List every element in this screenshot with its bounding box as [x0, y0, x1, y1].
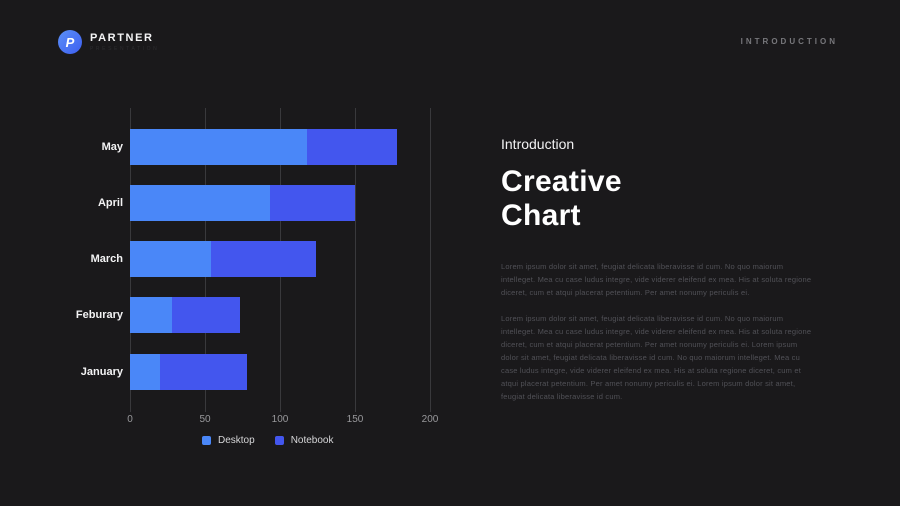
section-kicker: Introduction	[501, 136, 575, 152]
x-tick-label-200: 200	[421, 414, 439, 425]
page-section-label: INTRODUCTION	[740, 37, 838, 46]
category-label-april: April	[97, 196, 123, 209]
bar-chart-plot: May April March Feburary January	[76, 108, 431, 412]
bar-segment-notebook-march	[211, 241, 316, 277]
category-label-feburary: Feburary	[75, 309, 123, 322]
legend-swatch-notebook	[274, 436, 284, 445]
body-text: Lorem ipsum dolor sit amet, feugiat deli…	[501, 260, 813, 403]
bar-row-may: May	[102, 128, 430, 165]
bar-row-feburary: Feburary	[76, 297, 430, 334]
category-label-january: January	[80, 365, 123, 378]
slide-title-line1: Creative	[501, 165, 622, 198]
gridline-200	[430, 108, 431, 412]
bar-segment-desktop-january	[130, 353, 160, 390]
x-tick-label-150: 150	[346, 414, 364, 425]
logo-icon: P	[58, 30, 82, 54]
bar-segment-notebook-feburary	[172, 297, 240, 334]
legend-label-notebook: Notebook	[290, 435, 334, 446]
x-tick-label-50: 50	[199, 414, 211, 425]
bar-segment-notebook-january	[160, 353, 247, 390]
category-label-march: March	[90, 253, 123, 265]
text-column: Introduction Creative Chart Lorem ipsum d…	[501, 136, 813, 416]
slide-title-line2: Chart	[501, 199, 581, 232]
bar-row-march: March	[91, 241, 430, 277]
bar-segment-desktop-may	[130, 128, 307, 165]
bar-segment-notebook-april	[269, 184, 355, 221]
legend-swatch-desktop	[202, 436, 211, 445]
legend-item-notebook: Notebook	[274, 435, 334, 446]
logo-name: PARTNER	[90, 32, 154, 44]
logo: P PARTNER PRESENTATION	[58, 30, 159, 54]
bar-chart-x-axis: 0 50 100 150 200	[127, 414, 438, 426]
bar-segment-desktop-feburary	[130, 297, 172, 334]
body-paragraph-1: Lorem ipsum dolor sit amet, feugiat deli…	[501, 262, 812, 297]
category-label-may: May	[101, 140, 123, 153]
body-paragraph-2: Lorem ipsum dolor sit amet, feugiat deli…	[501, 314, 812, 401]
legend-item-desktop: Desktop	[202, 435, 255, 446]
bar-chart-legend: Desktop Notebook	[202, 435, 334, 446]
bar-segment-notebook-may	[307, 128, 397, 165]
bar-row-april: April	[98, 184, 430, 221]
gridline-150	[355, 108, 356, 412]
logo-text-block: PARTNER PRESENTATION	[90, 32, 159, 52]
x-tick-label-100: 100	[271, 414, 289, 425]
legend-label-desktop: Desktop	[218, 435, 255, 446]
x-tick-label-0: 0	[127, 414, 133, 425]
bar-segment-desktop-march	[130, 241, 211, 277]
bar-row-january: January	[81, 353, 430, 390]
logo-tagline: PRESENTATION	[90, 46, 160, 52]
slide-title: Creative Chart	[501, 165, 813, 233]
bar-segment-desktop-april	[130, 184, 270, 221]
